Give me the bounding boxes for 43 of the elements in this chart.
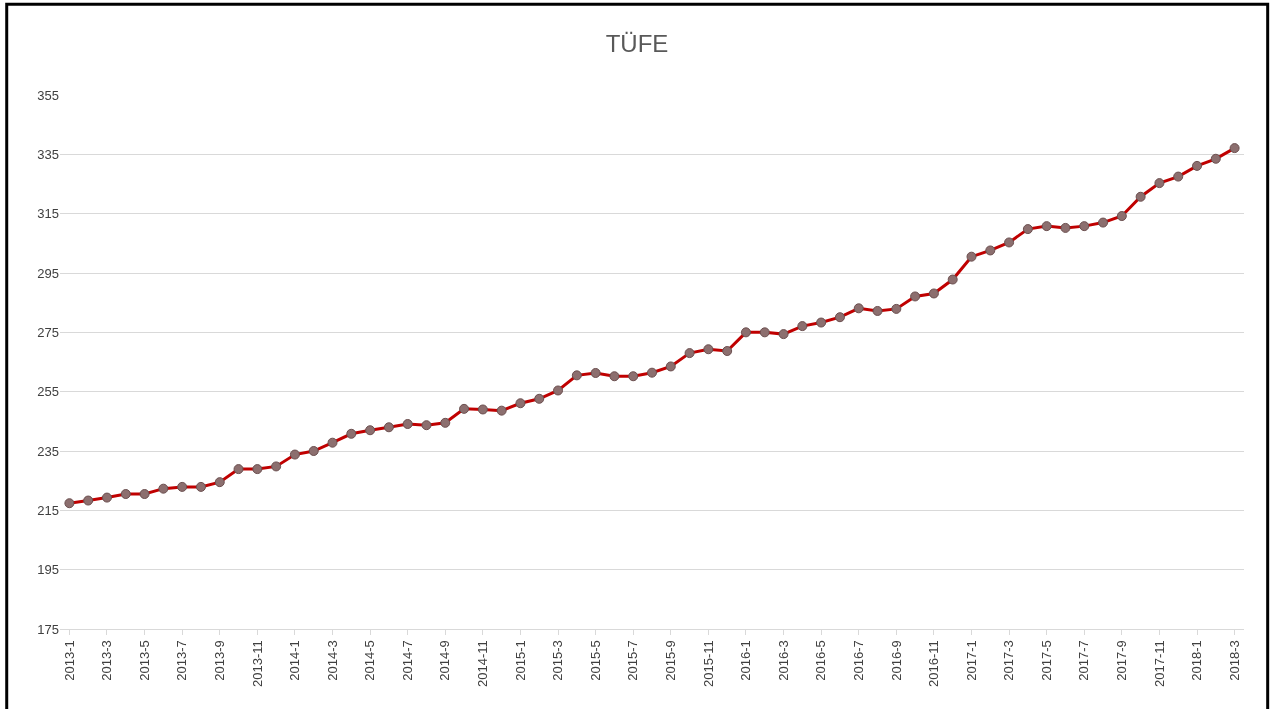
- x-tick-label: 2016-11: [926, 640, 942, 687]
- x-tick-label: 2017-5: [1038, 640, 1054, 681]
- x-tick-label: 2015-3: [550, 640, 566, 681]
- x-tick-label: 2013-7: [174, 640, 190, 681]
- x-tick-label: 2013-1: [61, 640, 77, 681]
- y-tick-label: 315: [37, 206, 59, 222]
- x-tick-label: 2015-1: [512, 640, 528, 681]
- x-tick-label: 2013-3: [99, 640, 115, 681]
- y-tick-label: 335: [37, 146, 59, 162]
- y-tick-label: 355: [37, 87, 59, 103]
- y-tick-label: 215: [37, 502, 59, 518]
- x-tick-label: 2014-7: [399, 640, 415, 681]
- x-tick-label: 2013-11: [249, 640, 265, 687]
- x-tick-label: 2016-3: [775, 640, 791, 681]
- x-tick-label: 2016-5: [813, 640, 829, 681]
- y-tick-label: 235: [37, 443, 59, 459]
- x-tick-label: 2015-11: [700, 640, 716, 687]
- x-tick-label: 2016-7: [850, 640, 866, 681]
- x-tick-label: 2015-7: [625, 640, 641, 681]
- x-tick-label: 2016-1: [738, 640, 754, 681]
- x-tick-label: 2014-9: [437, 640, 453, 681]
- x-tick-label: 2013-9: [211, 640, 227, 681]
- x-tick-label: 2013-5: [136, 640, 152, 681]
- x-tick-label: 2014-5: [362, 640, 378, 681]
- x-tick-label: 2017-9: [1114, 640, 1130, 681]
- x-tick-label: 2014-11: [475, 640, 491, 687]
- chart-title: TÜFE: [605, 30, 669, 58]
- x-tick-label: 2015-5: [587, 640, 603, 681]
- y-tick-label: 175: [37, 621, 59, 637]
- y-tick-label: 275: [37, 324, 59, 340]
- x-tick-label: 2018-3: [1226, 640, 1242, 681]
- x-tick-label: 2014-1: [287, 640, 303, 681]
- x-tick-label: 2015-9: [663, 640, 679, 681]
- x-tick-label: 2017-1: [963, 640, 979, 681]
- x-tick-label: 2017-3: [1001, 640, 1017, 681]
- x-tick-label: 2018-1: [1189, 640, 1205, 681]
- x-tick-label: 2016-9: [888, 640, 904, 681]
- y-tick-label: 195: [37, 562, 59, 578]
- x-tick-label: 2017-11: [1151, 640, 1167, 687]
- y-tick-label: 255: [37, 384, 59, 400]
- x-tick-label: 2014-3: [324, 640, 340, 681]
- x-tick-label: 2017-7: [1076, 640, 1092, 681]
- y-tick-label: 295: [37, 265, 59, 281]
